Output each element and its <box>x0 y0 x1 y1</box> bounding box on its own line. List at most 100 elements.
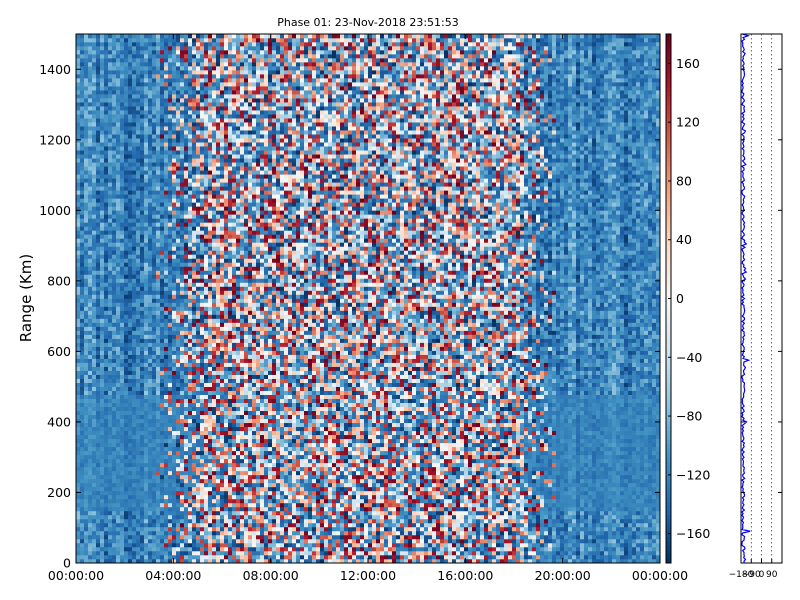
heatmap-cell <box>76 130 80 134</box>
heatmap-cell <box>76 431 80 435</box>
heatmap-cell <box>104 270 108 274</box>
heatmap-cell <box>152 42 156 46</box>
heatmap-cell <box>96 519 100 523</box>
heatmap-cell <box>136 146 140 150</box>
heatmap-cell <box>124 194 128 198</box>
heatmap-cell <box>112 543 116 547</box>
heatmap-cell <box>108 495 112 499</box>
heatmap-cell <box>100 363 104 367</box>
heatmap-cell <box>116 391 120 395</box>
heatmap-cell <box>80 294 84 298</box>
heatmap-cell <box>148 210 152 214</box>
heatmap-cell <box>116 491 120 495</box>
heatmap-cell <box>128 38 132 42</box>
heatmap-cell <box>92 242 96 246</box>
heatmap-cell <box>116 499 120 503</box>
heatmap-cell <box>112 170 116 174</box>
heatmap-cell <box>152 278 156 282</box>
heatmap-cell <box>80 198 84 202</box>
heatmap-cell <box>96 126 100 130</box>
heatmap-cell <box>116 447 120 451</box>
heatmap-cell <box>144 158 148 162</box>
heatmap-cell <box>152 166 156 170</box>
heatmap-cell <box>116 250 120 254</box>
heatmap-cell <box>156 471 160 475</box>
heatmap-cell <box>116 419 120 423</box>
heatmap-cell <box>120 74 124 78</box>
heatmap-cell <box>144 78 148 82</box>
heatmap-cell <box>132 170 136 174</box>
heatmap-cell <box>84 278 88 282</box>
heatmap-cell <box>148 335 152 339</box>
heatmap-cell <box>80 547 84 551</box>
heatmap-cell <box>116 182 120 186</box>
heatmap-cell <box>80 162 84 166</box>
heatmap-cell <box>84 50 88 54</box>
heatmap-cell <box>148 46 152 50</box>
heatmap-cell <box>76 383 80 387</box>
heatmap-cell <box>132 214 136 218</box>
heatmap-cell <box>144 483 148 487</box>
heatmap-cell <box>104 218 108 222</box>
heatmap-cell <box>100 331 104 335</box>
heatmap-cell <box>144 459 148 463</box>
heatmap-cell <box>112 371 116 375</box>
heatmap-cell <box>132 351 136 355</box>
heatmap-cell <box>80 150 84 154</box>
heatmap-cell <box>116 459 120 463</box>
heatmap-cell <box>128 166 132 170</box>
heatmap-cell <box>128 371 132 375</box>
heatmap-cell <box>88 226 92 230</box>
heatmap-cell <box>124 66 128 70</box>
heatmap-cell <box>80 415 84 419</box>
heatmap-cell <box>120 319 124 323</box>
heatmap-cell <box>100 411 104 415</box>
heatmap-cell <box>92 367 96 371</box>
heatmap-cell <box>132 471 136 475</box>
heatmap-cell <box>104 190 108 194</box>
heatmap-cell <box>84 242 88 246</box>
heatmap-cell <box>100 491 104 495</box>
heatmap-cell <box>120 90 124 94</box>
heatmap-cell <box>128 303 132 307</box>
heatmap-cell <box>100 102 104 106</box>
heatmap-cell <box>80 343 84 347</box>
heatmap-cell <box>128 198 132 202</box>
heatmap-cell <box>120 254 124 258</box>
heatmap-cell <box>128 266 132 270</box>
heatmap-cell <box>76 399 80 403</box>
heatmap-cell <box>100 134 104 138</box>
heatmap-cell <box>144 323 148 327</box>
heatmap-cell <box>100 50 104 54</box>
heatmap-cell <box>140 555 144 559</box>
heatmap-cell <box>156 495 160 499</box>
heatmap-cell <box>144 455 148 459</box>
heatmap-cell <box>116 543 120 547</box>
heatmap-cell <box>92 471 96 475</box>
heatmap-cell <box>136 126 140 130</box>
heatmap-cell <box>148 483 152 487</box>
heatmap-cell <box>140 303 144 307</box>
heatmap-cell <box>148 270 152 274</box>
heatmap-cell <box>112 311 116 315</box>
heatmap-cell <box>100 523 104 527</box>
heatmap-cell <box>104 122 108 126</box>
heatmap-cell <box>136 419 140 423</box>
heatmap-cell <box>116 403 120 407</box>
heatmap-cell <box>100 234 104 238</box>
heatmap-cell <box>156 459 160 463</box>
heatmap-cell <box>124 467 128 471</box>
heatmap-cell <box>136 42 140 46</box>
heatmap-cell <box>132 407 136 411</box>
heatmap-cell <box>152 551 156 555</box>
heatmap-cell <box>144 383 148 387</box>
heatmap-cell <box>116 282 120 286</box>
heatmap-cell <box>108 194 112 198</box>
heatmap-cell <box>136 555 140 559</box>
heatmap-cell <box>96 439 100 443</box>
heatmap-cell <box>144 50 148 54</box>
heatmap-cell <box>84 483 88 487</box>
heatmap-cell <box>140 439 144 443</box>
heatmap-cell <box>144 154 148 158</box>
heatmap-cell <box>88 527 92 531</box>
